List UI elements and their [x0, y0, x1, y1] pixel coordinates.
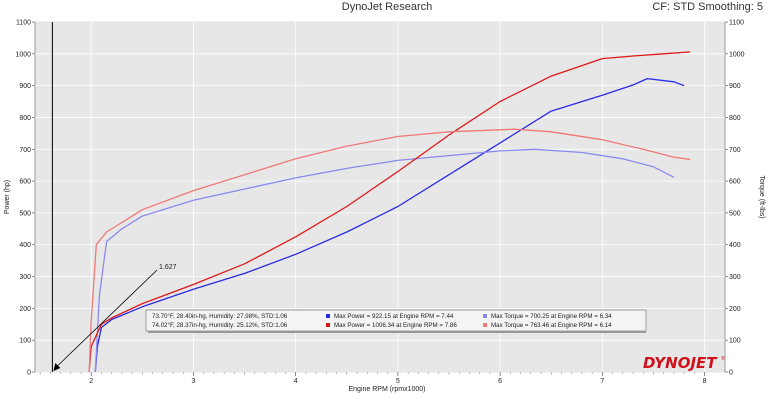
- x-tick-label: 6: [498, 378, 502, 385]
- y-tick-label: 800: [19, 115, 31, 122]
- y-axis-right-ticks: 0 100 200 300 400 500 600 700 800 900 1000 1100: [725, 20, 745, 377]
- legend-run2-torque: Max Torque = 763.46 at Engine RPM = 6.14: [491, 322, 612, 329]
- cursor-value-label: 1.627: [159, 264, 177, 271]
- x-tick-label: 4: [294, 378, 298, 385]
- y-tick-label: 100: [19, 338, 31, 345]
- y-tick-label: 700: [729, 147, 741, 154]
- y-tick-label: 1100: [729, 20, 744, 27]
- y-tick-label: 400: [19, 242, 31, 249]
- y-tick-label: 300: [729, 274, 741, 281]
- y-tick-label: 900: [19, 83, 31, 90]
- x-tick-label: 8: [703, 378, 707, 385]
- x-tick-label: 7: [600, 378, 604, 385]
- y-tick-label: 900: [729, 83, 741, 90]
- x-tick-label: 3: [191, 378, 195, 385]
- y-tick-label: 600: [19, 179, 31, 186]
- y-tick-label: 200: [729, 306, 741, 313]
- y-tick-label: 600: [729, 179, 741, 186]
- series-3-power-line: [88, 51, 691, 373]
- y-tick-label: 1000: [729, 51, 745, 58]
- legend-box: 73.70°F, 28.40in-hg, Humidity: 27.98%, S…: [145, 309, 647, 333]
- y-axis-left-ticks: 0 100 200 300 400 500 600 700 800 900 1000 1100: [15, 20, 35, 377]
- legend-run2-conditions: 74.02°F, 28.37in-hg, Humidity: 25.12%, S…: [152, 322, 288, 329]
- legend-run1-power-swatch: [326, 314, 330, 318]
- y-tick-label: 300: [19, 274, 31, 281]
- y-tick-label: 0: [27, 370, 31, 377]
- series-2-torque-line: [94, 148, 675, 373]
- y-axis-left-label: Power (hp): [4, 180, 11, 214]
- y-tick-label: 700: [19, 147, 31, 154]
- svg-text:®: ®: [721, 355, 725, 362]
- x-axis-label: Engine RPM (rpmx1000): [348, 386, 425, 393]
- x-axis-ticks: 2 3 4 5 6 7 8: [39, 372, 707, 385]
- legend-run2-power: Max Power = 1006.34 at Engine RPM = 7.86: [334, 322, 457, 329]
- cursor-arrow: [56, 269, 158, 368]
- series-4-torque-line: [88, 128, 691, 373]
- dynojet-logo: DYNOJET ®: [643, 354, 725, 372]
- legend-run1-power: Max Power = 922.15 at Engine RPM = 7.44: [334, 313, 454, 320]
- y-tick-label: 800: [729, 115, 741, 122]
- series-lines: [88, 51, 691, 373]
- y-tick-label: 500: [19, 210, 31, 217]
- y-tick-label: 1100: [16, 20, 31, 27]
- legend-run2-power-swatch: [326, 323, 330, 327]
- legend-run1-torque-swatch: [483, 314, 487, 318]
- legend-run1-conditions: 73.70°F, 28.40in-hg, Humidity: 27.98%, S…: [152, 313, 288, 320]
- y-tick-label: 1000: [15, 51, 31, 58]
- cursor-arrowhead: [53, 363, 61, 371]
- legend-run1-torque: Max Torque = 700.25 at Engine RPM = 6.34: [491, 313, 612, 320]
- legend-run2-torque-swatch: [483, 323, 487, 327]
- series-1-power-line: [94, 77, 685, 373]
- chart-title: DynoJet Research: [342, 1, 433, 13]
- y-tick-label: 200: [19, 306, 31, 313]
- cf-smoothing-info: CF: STD Smoothing: 5: [652, 1, 763, 13]
- svg-text:DYNOJET: DYNOJET: [643, 354, 718, 372]
- y-tick-label: 100: [729, 338, 741, 345]
- y-axis-right-label: Torque (ft-lbs): [758, 175, 765, 218]
- x-tick-label: 2: [89, 378, 93, 385]
- grid: [35, 21, 725, 373]
- y-tick-label: 400: [729, 242, 741, 249]
- x-tick-label: 5: [396, 378, 400, 385]
- y-tick-label: 500: [729, 210, 741, 217]
- y-tick-label: 0: [729, 370, 733, 377]
